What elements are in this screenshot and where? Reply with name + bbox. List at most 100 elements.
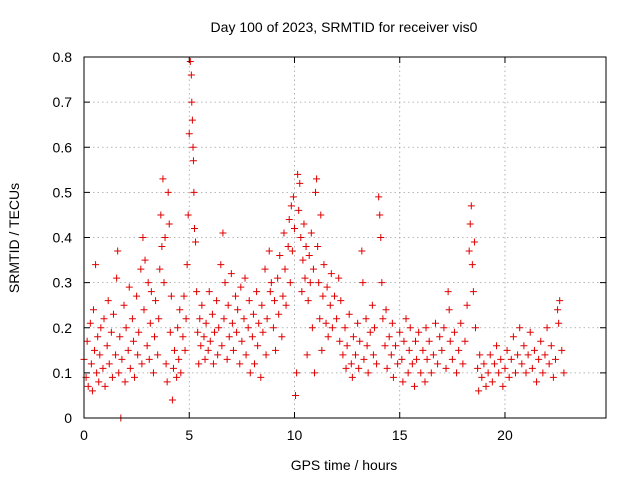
data-point <box>493 342 501 350</box>
data-point <box>319 292 327 300</box>
y-tick-label: 0.5 <box>53 184 73 200</box>
data-point <box>382 306 390 314</box>
data-point <box>265 247 273 255</box>
data-point <box>169 364 177 372</box>
data-point <box>187 71 195 79</box>
data-point <box>354 319 362 327</box>
data-point <box>184 211 192 219</box>
data-points <box>80 58 568 422</box>
data-point <box>238 337 246 345</box>
data-point <box>202 319 210 327</box>
data-point <box>144 279 152 287</box>
data-point <box>476 351 484 359</box>
data-point <box>402 315 410 323</box>
data-point <box>176 306 184 314</box>
data-point <box>551 355 559 363</box>
data-point <box>83 337 91 345</box>
data-point <box>217 261 225 269</box>
data-point <box>514 351 522 359</box>
data-point <box>505 373 513 381</box>
data-point <box>348 373 356 381</box>
data-point <box>259 328 267 336</box>
data-point <box>257 373 265 381</box>
data-point <box>404 369 412 377</box>
data-point <box>92 261 100 269</box>
data-point <box>240 315 248 323</box>
data-point <box>335 274 343 282</box>
data-point <box>126 364 134 372</box>
data-point <box>164 188 172 196</box>
data-point <box>282 301 290 309</box>
data-point <box>124 346 132 354</box>
data-point <box>446 337 454 345</box>
data-point <box>149 369 157 377</box>
data-point <box>263 315 271 323</box>
data-point <box>522 369 530 377</box>
data-point <box>554 306 562 314</box>
data-point <box>292 391 300 399</box>
data-point <box>236 360 244 368</box>
data-point <box>195 360 203 368</box>
y-tick-label: 0.1 <box>53 365 73 381</box>
data-point <box>345 310 353 318</box>
data-point <box>328 324 336 332</box>
data-point <box>440 324 448 332</box>
data-point <box>160 279 168 287</box>
data-point <box>495 369 503 377</box>
data-point <box>206 337 214 345</box>
data-point <box>262 351 270 359</box>
data-point <box>237 283 245 291</box>
data-point <box>104 297 112 305</box>
data-point <box>499 382 507 390</box>
y-tick-label: 0.4 <box>53 230 73 246</box>
data-point <box>180 292 188 300</box>
y-tick-label: 0.2 <box>53 320 73 336</box>
data-point <box>400 337 408 345</box>
data-point <box>274 274 282 282</box>
data-point <box>280 229 288 237</box>
data-point <box>288 247 296 255</box>
data-point <box>455 346 463 354</box>
data-point <box>229 346 237 354</box>
data-point <box>315 279 323 287</box>
data-point <box>287 202 295 210</box>
data-point <box>146 319 154 327</box>
data-point <box>352 351 360 359</box>
data-point <box>422 324 430 332</box>
data-point <box>189 143 197 151</box>
data-point <box>376 211 384 219</box>
data-point <box>524 351 532 359</box>
data-point <box>408 360 416 368</box>
data-point <box>244 324 252 332</box>
data-point <box>323 283 331 291</box>
data-point <box>318 346 326 354</box>
data-point <box>152 297 160 305</box>
data-point <box>138 360 146 368</box>
data-point <box>191 224 199 232</box>
data-point <box>342 364 350 372</box>
data-point <box>314 243 322 251</box>
data-point <box>486 351 494 359</box>
data-point <box>211 328 218 336</box>
data-point <box>253 288 261 296</box>
y-tick-label: 0 <box>64 410 72 426</box>
data-point <box>200 333 208 341</box>
y-tick-label: 0.8 <box>53 49 73 65</box>
data-point <box>305 252 313 260</box>
data-point <box>459 360 467 368</box>
data-point <box>86 319 94 327</box>
data-point <box>337 297 345 305</box>
data-point <box>168 396 176 404</box>
data-point <box>155 315 163 323</box>
data-point <box>419 346 427 354</box>
data-point <box>366 328 374 336</box>
data-point <box>275 310 283 318</box>
data-point <box>301 274 309 282</box>
data-point <box>147 288 155 296</box>
data-point <box>105 360 113 368</box>
data-point <box>242 351 250 359</box>
data-point <box>93 369 101 377</box>
data-point <box>279 292 287 300</box>
data-point <box>313 175 321 183</box>
data-point <box>220 315 228 323</box>
